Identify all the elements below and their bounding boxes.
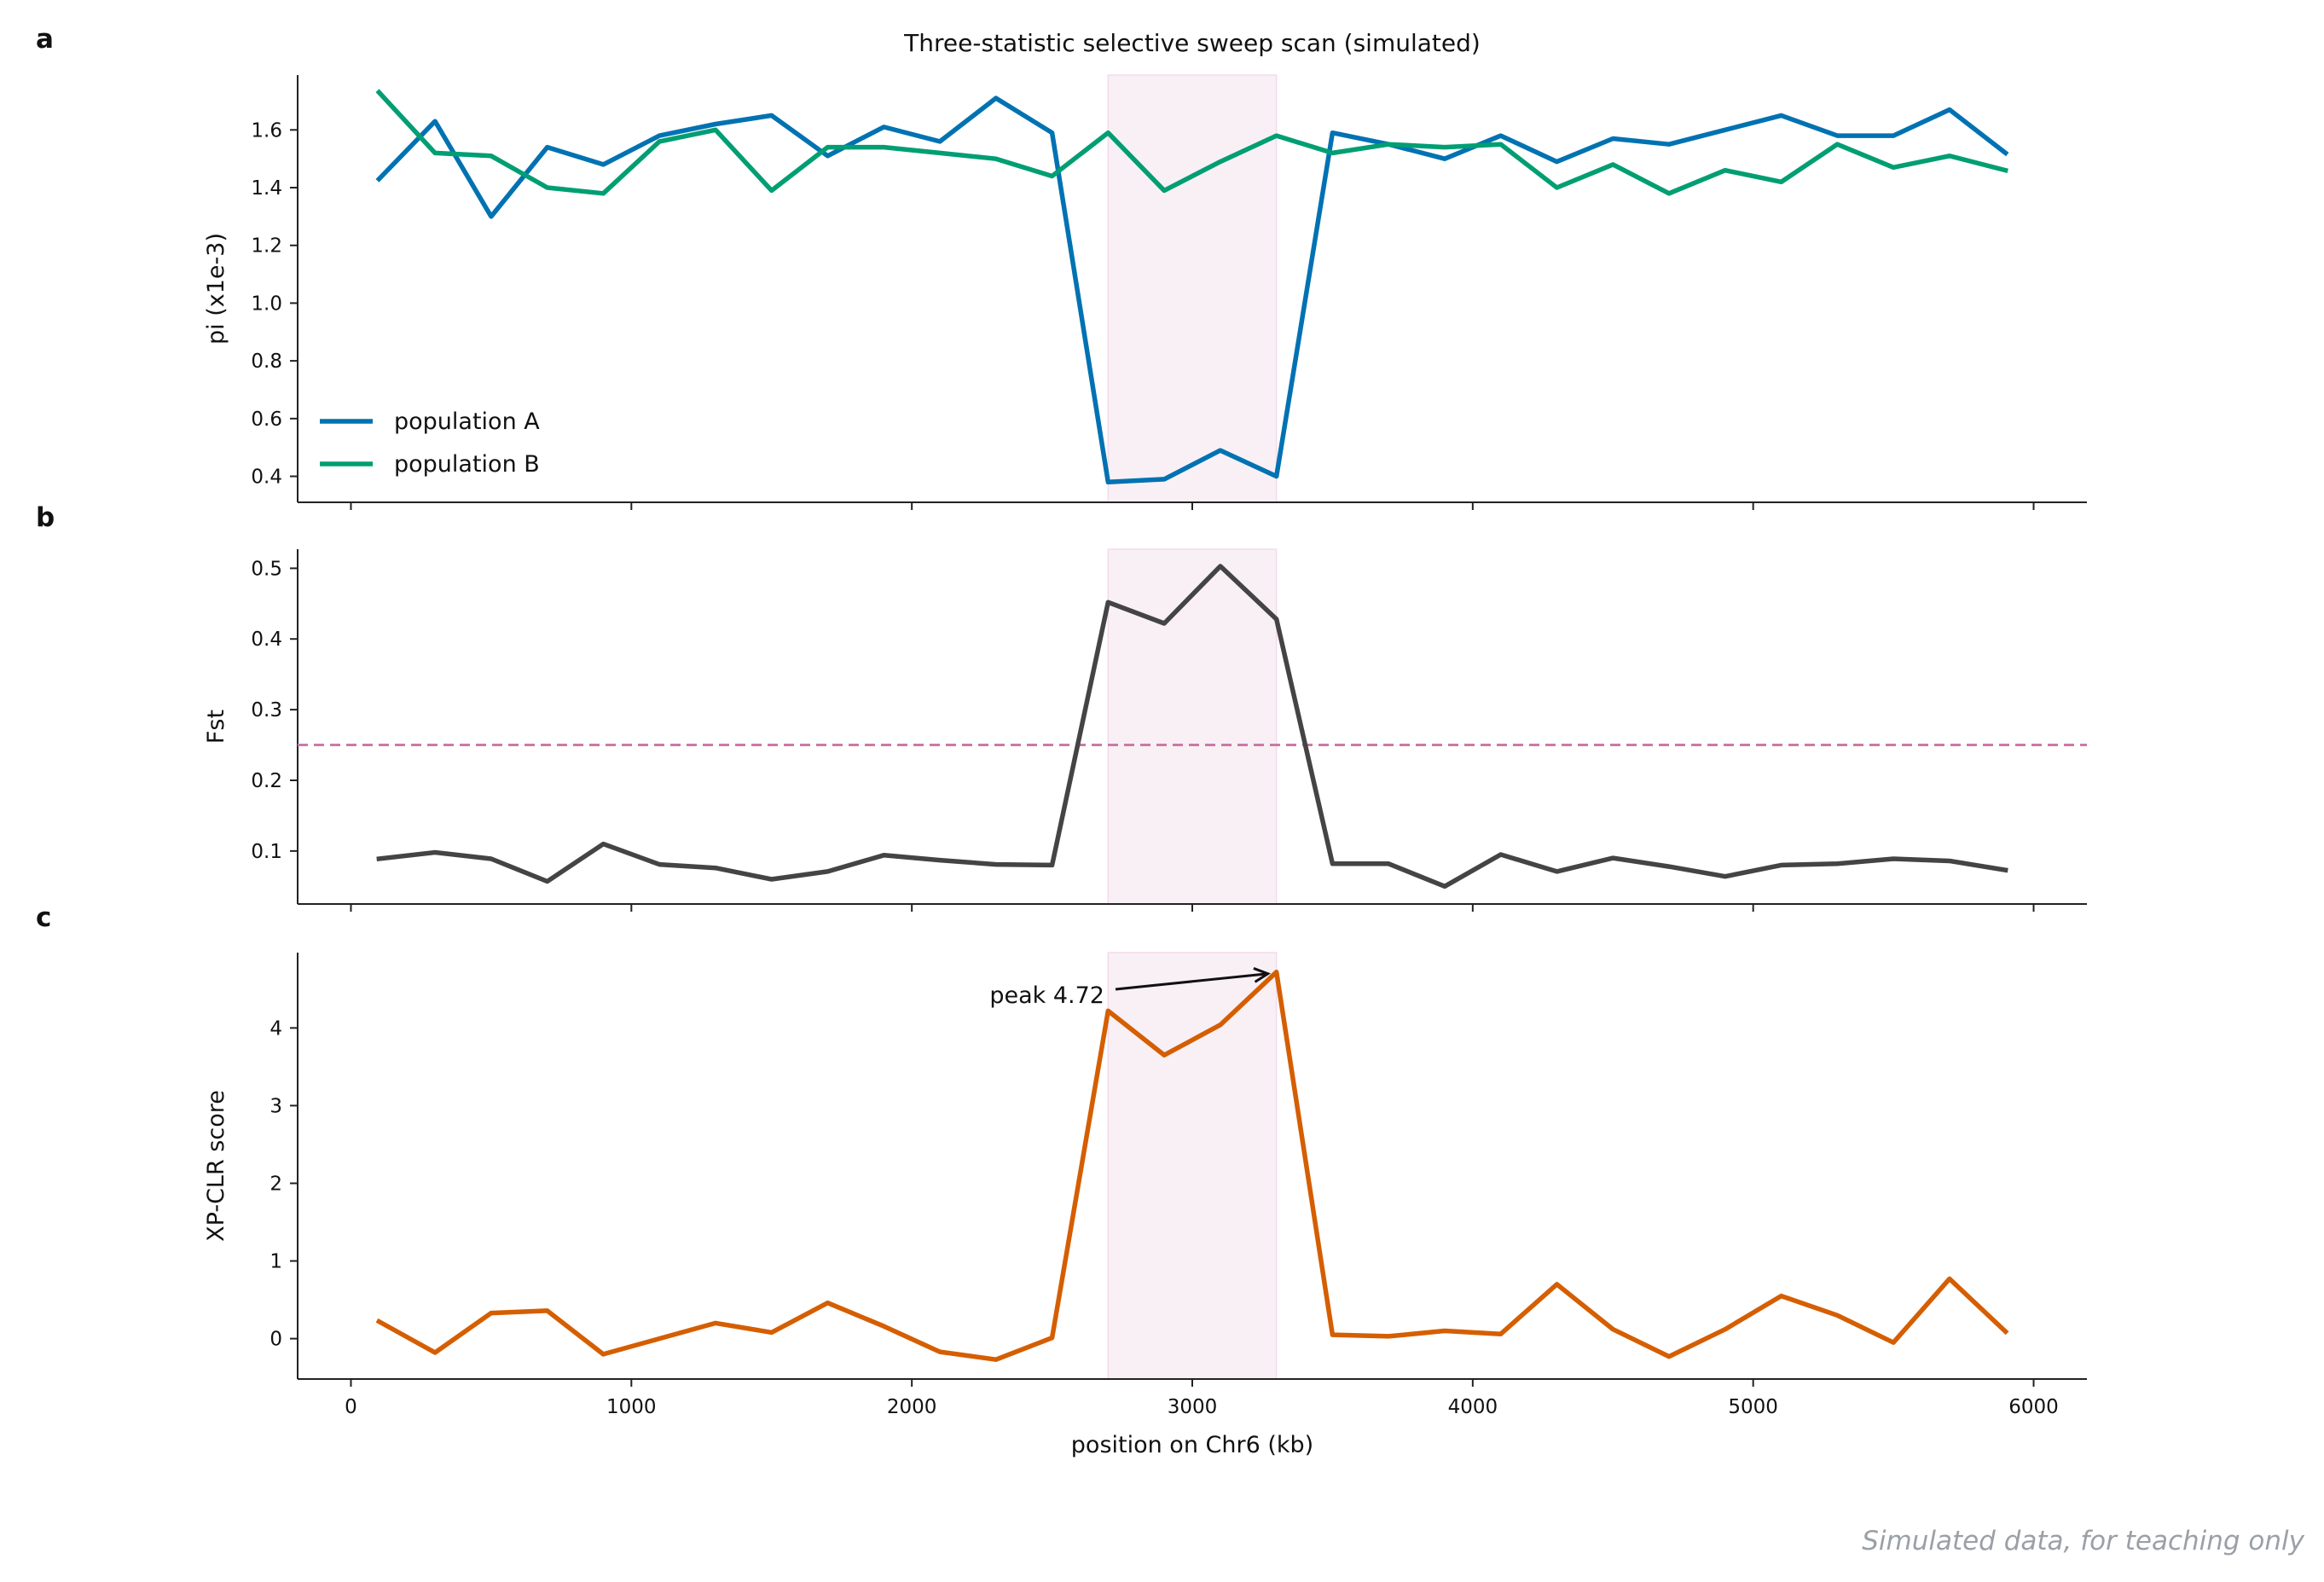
series-line-population-a: [375, 96, 2009, 485]
series-line-b: [376, 564, 2008, 890]
y-tick-label: 1.4: [251, 177, 282, 200]
y-tick-label: 0.5: [251, 558, 282, 580]
sweep-region-shade: [1107, 74, 1278, 503]
x-tick-label: 4000: [1448, 1396, 1498, 1418]
panels: a 0.4 0.6 0.8 1.0 1.2 1.4 1.6 pi (x1e-3) populati…: [36, 24, 2087, 1418]
x-tick-label: 1000: [606, 1396, 657, 1418]
y-axis-label: Fst: [203, 710, 229, 744]
figure-title: Three-statistic selective sweep scan (si…: [903, 29, 1481, 57]
annotation-arrowhead: [1253, 967, 1271, 983]
x-tick-label: 5000: [1728, 1396, 1778, 1418]
y-tick-label: 1.6: [251, 119, 282, 142]
y-tick-label: 4: [269, 1017, 282, 1040]
x-tick-label: 3000: [1168, 1396, 1218, 1418]
y-tick-label: 0.1: [251, 841, 282, 863]
sweep-region-shade: [1107, 548, 1278, 905]
y-tick-label: 1.0: [251, 293, 282, 315]
y-tick-label: 0.3: [251, 699, 282, 721]
y-tick-label: 0.2: [251, 770, 282, 792]
sweep-region-shade: [1107, 952, 1278, 1380]
panel-label-a: a: [36, 24, 54, 55]
panel-a: a 0.4 0.6 0.8 1.0 1.2 1.4 1.6 pi (x1e-3) populati…: [36, 24, 2087, 510]
y-tick-label: 0.4: [251, 466, 282, 489]
x-axis-label: position on Chr6 (kb): [1071, 1432, 1313, 1458]
y-tick-label: 3: [269, 1095, 282, 1117]
y-tick-label: 0.4: [251, 629, 282, 651]
panel-b: b 0.1 0.2 0.3 0.4 0.5 Fst: [36, 502, 2087, 912]
y-tick-label: 0: [269, 1329, 282, 1351]
y-tick-label: 1.2: [251, 235, 282, 258]
x-tick-label: 2000: [887, 1396, 937, 1418]
watermark: Simulated data, for teaching only: [1862, 1526, 2304, 1556]
panel-label-c: c: [36, 902, 51, 933]
y-tick-label: 0.6: [251, 409, 282, 431]
legend-entry: population B: [394, 451, 540, 478]
panel-label-b: b: [36, 502, 55, 533]
y-axis-label: pi (x1e-3): [203, 233, 229, 345]
series-line-c: [375, 970, 2009, 1362]
y-tick-label: 2: [269, 1173, 282, 1195]
annotation-arrow: [1115, 972, 1268, 991]
peak-annotation: peak 4.72: [989, 982, 1104, 1009]
legend-entry: population A: [394, 409, 540, 435]
x-tick-label: 0: [345, 1396, 357, 1418]
y-axis-label: XP-CLR score: [203, 1090, 229, 1242]
y-tick-label: 1: [269, 1251, 282, 1273]
panel-c: c 0 1 2 3 4 XP-CLR score 0 1000 2000 3000 4000 5000 6…: [36, 902, 2087, 1418]
x-tick-label: 6000: [2008, 1396, 2059, 1418]
series-line-population-b: [375, 89, 2008, 196]
y-tick-label: 0.8: [251, 351, 282, 373]
